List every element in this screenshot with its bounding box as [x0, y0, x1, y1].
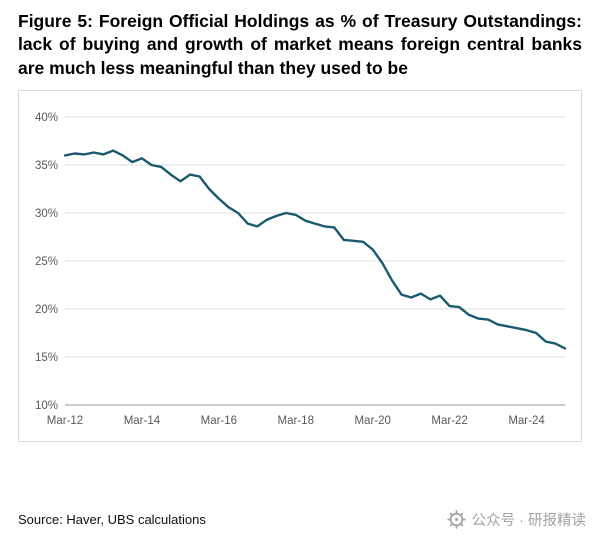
chart-container: 10% 15% 20% 25% 30% 35% 40% Mar-12 Mar-14 Mar-16 M… [18, 89, 582, 442]
x-tick-label: Mar-12 [47, 415, 83, 427]
y-tick-label: 10% [35, 400, 58, 412]
x-tick-label: Mar-24 [508, 415, 545, 427]
footer: Source: Haver, UBS calculations 公众号 · 研报… [18, 509, 586, 530]
y-tick-label: 20% [35, 304, 58, 316]
y-tick-label: 35% [35, 160, 58, 172]
watermark-text: 公众号 · 研报精读 [471, 513, 586, 529]
x-tick-label: Mar-22 [431, 415, 467, 427]
x-tick-label: Mar-18 [278, 415, 314, 427]
source-note: Source: Haver, UBS calculations [18, 512, 206, 527]
holdings-line [63, 149, 567, 350]
watermark: 公众号 · 研报精读 [446, 509, 586, 530]
x-tick-label: Mar-14 [124, 415, 161, 427]
y-tick-label: 30% [35, 208, 58, 220]
figure-title: Figure 5: Foreign Official Holdings as %… [18, 11, 582, 78]
x-tick-label: Mar-16 [201, 415, 237, 427]
line-chart: 10% 15% 20% 25% 30% 35% 40% Mar-12 Mar-14 Mar-16 M… [35, 112, 567, 427]
y-tick-label: 40% [35, 112, 58, 124]
y-tick-label: 25% [35, 256, 58, 268]
x-tick-label: Mar-20 [354, 415, 390, 427]
y-tick-label: 15% [35, 352, 58, 364]
gear-seal-icon [446, 510, 466, 529]
